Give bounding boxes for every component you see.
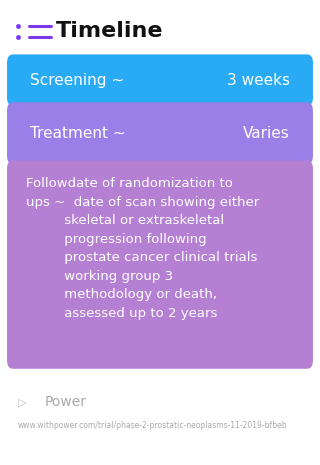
Text: Varies: Varies [243,126,290,141]
Text: www.withpower.com/trial/phase-2-prostatic-neoplasms-11-2019-bfbeb: www.withpower.com/trial/phase-2-prostati… [18,421,287,430]
FancyBboxPatch shape [7,54,313,106]
FancyBboxPatch shape [7,160,313,369]
Text: Followdate of randomization to
ups ~  date of scan showing either
         skele: Followdate of randomization to ups ~ dat… [26,177,259,319]
Text: 3 weeks: 3 weeks [227,73,290,88]
Text: Timeline: Timeline [56,21,164,41]
Text: Treatment ~: Treatment ~ [30,126,126,141]
FancyBboxPatch shape [7,102,313,164]
Text: Screening ~: Screening ~ [30,73,124,88]
Text: ▷: ▷ [18,397,26,407]
Text: Power: Power [45,395,87,409]
